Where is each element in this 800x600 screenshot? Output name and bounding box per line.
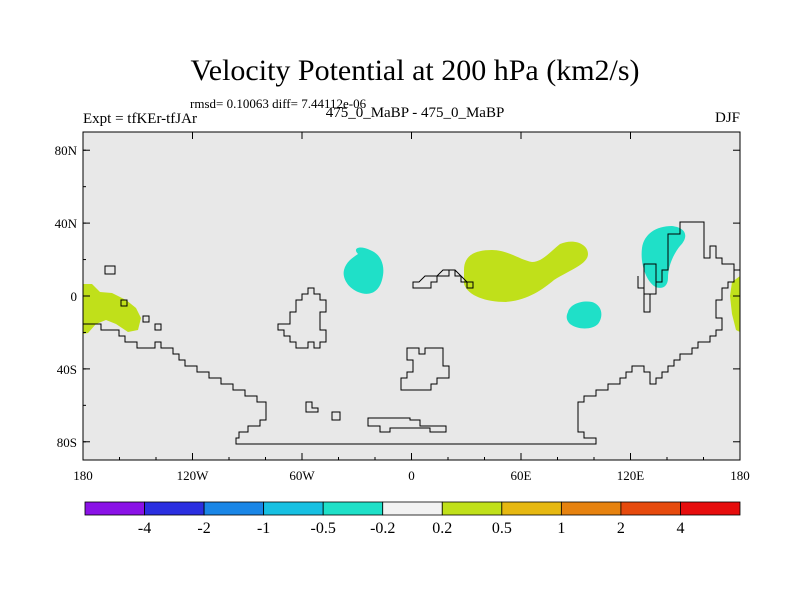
coastline-antarctic-shelf [367,417,447,433]
coastline-small-island-4 [154,323,162,331]
coastline-australia [400,347,450,391]
x-tick-label: 180 [73,468,93,483]
coastline-north-asia [637,221,740,313]
x-tick-label: 180 [730,468,750,483]
colorbar-swatch [84,501,145,516]
colorbar-swatch [203,501,265,516]
difference-label: 475_0_MaBP - 475_0_MaBP [325,105,505,121]
coastline-small-island-6 [331,411,341,421]
coastline-africa [412,269,474,289]
y-tick-label: 40S [57,362,77,377]
x-tick-label: 60E [511,468,532,483]
coastline-south-america [83,269,740,445]
stats-label: rmsd= 0.10063 diff= 7.44112e-06 [190,96,367,111]
chart-title: Velocity Potential at 200 hPa (km2/s) [190,54,640,87]
axes: 180 120W 60W 0 60E 120E 180 80N 40N 0 40S 80S [55,132,750,483]
y-tick-label: 40N [55,216,78,231]
y-tick-label: 80S [57,435,77,450]
colorbar-swatch [382,501,443,516]
season-label: DJF [714,110,740,126]
colorbar-swatch [263,501,324,516]
colorbar-label: -2 [197,520,210,537]
coastlines [83,221,740,445]
colorbar-swatch [322,501,384,516]
coastline-small-island-3 [142,315,150,323]
anomaly-region-dateline [730,276,740,332]
coastline-north-america [277,287,327,349]
x-tick-label: 120W [177,468,210,483]
colorbar-swatch [441,501,503,516]
coastline-small-island-2 [120,299,128,307]
colorbar-swatch [680,501,741,516]
colorbar-label: 1 [557,520,565,537]
anomaly-region-west-pacific-north [641,226,686,288]
anomaly-regions [83,226,740,334]
coastline-small-island-1 [104,265,116,275]
colorbar-label: 0.2 [432,520,452,537]
colorbar-swatch [620,501,681,516]
anomaly-region-west-pacific [83,284,141,334]
x-tick-label: 60W [289,468,315,483]
map-background [83,132,740,460]
colorbar-swatch [144,501,205,516]
colorbar-swatch [560,501,622,516]
coastline-small-island-5 [305,401,319,413]
y-tick-label: 0 [71,289,78,304]
colorbar-swatch [501,501,562,516]
x-tick-label: 0 [408,468,415,483]
experiment-label: Expt = tfKEr-tfJAr [83,111,197,127]
colorbar-label: 0.5 [492,520,512,537]
y-tick-label: 80N [55,143,78,158]
anomaly-region-atlantic [343,247,384,294]
colorbar: -4 -2 -1 -0.5 -0.2 0.2 0.5 1 2 4 [84,501,741,537]
x-tick-label: 120E [617,468,645,483]
anomaly-region-indian-ocean [566,301,602,329]
colorbar-label: -1 [257,520,270,537]
coastline-island-1 [643,263,657,295]
anomaly-region-africa-asia [464,241,588,302]
colorbar-label: 4 [676,520,684,537]
colorbar-label: 2 [617,520,625,537]
colorbar-label: -0.5 [311,520,336,537]
colorbar-label: -4 [138,520,151,537]
colorbar-label: -0.2 [370,520,395,537]
